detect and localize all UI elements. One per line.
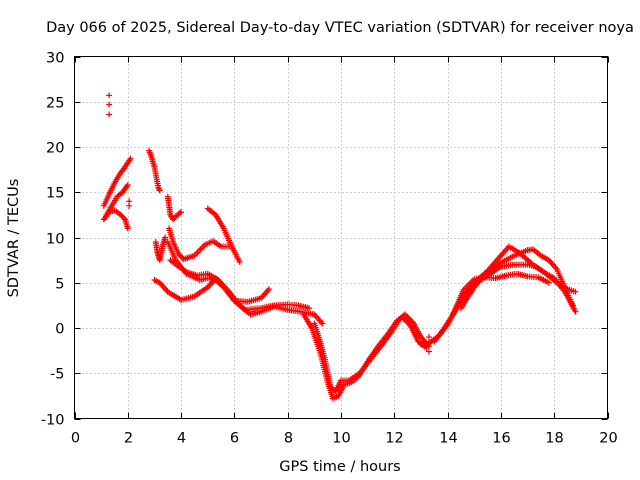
data-point — [306, 305, 313, 312]
y-tick-label: 15 — [46, 186, 64, 202]
x-tick-label: 4 — [177, 431, 186, 447]
data-point — [106, 101, 113, 108]
series-track-c — [103, 182, 131, 218]
x-tick-label: 18 — [545, 431, 563, 447]
data-point — [127, 155, 134, 162]
data-point — [545, 279, 552, 286]
data-point — [425, 334, 432, 341]
data-point — [425, 339, 432, 346]
x-tick-label: 6 — [230, 431, 239, 447]
series-track-i — [166, 225, 233, 263]
data-point — [266, 286, 273, 293]
data-point — [176, 252, 183, 259]
series-track-d — [146, 147, 163, 194]
grid-lines — [74, 56, 608, 419]
data-point — [175, 250, 182, 257]
y-tick-label: 20 — [46, 141, 64, 157]
y-tick-label: 10 — [46, 232, 64, 248]
data-point — [403, 312, 410, 319]
data-point — [124, 182, 131, 189]
data-point — [405, 315, 412, 322]
data-point — [171, 215, 178, 222]
y-axis-label: SDTVAR / TECUs — [6, 179, 22, 298]
x-tick-label: 14 — [439, 431, 457, 447]
data-point — [425, 348, 432, 355]
x-tick-label: 20 — [599, 431, 617, 447]
data-point — [118, 212, 125, 219]
data-point — [119, 213, 126, 220]
x-tick-label: 12 — [385, 431, 403, 447]
data-point — [156, 186, 163, 193]
series-track-a — [100, 155, 134, 209]
x-tick-label: 0 — [71, 431, 80, 447]
series-track-j — [204, 205, 243, 265]
data-point — [120, 215, 127, 222]
series-track-h — [164, 193, 185, 223]
x-axis-label: GPS time / hours — [279, 459, 400, 475]
y-tick-label: 5 — [55, 277, 64, 293]
series-outliers-a — [106, 92, 133, 209]
data-point — [106, 92, 113, 99]
data-point — [156, 187, 163, 194]
y-tick-label: 25 — [46, 96, 64, 112]
data-point — [404, 314, 411, 321]
data-point — [408, 318, 415, 325]
y-tick-label: 0 — [55, 322, 64, 338]
data-point — [407, 316, 414, 323]
data-point — [401, 316, 408, 323]
data-points — [100, 92, 579, 402]
y-tick-label: -10 — [41, 413, 65, 429]
x-tick-label: 8 — [284, 431, 293, 447]
x-tick-label: 10 — [332, 431, 350, 447]
data-point — [572, 308, 579, 315]
data-point — [176, 210, 183, 217]
data-point — [162, 234, 169, 241]
series-track-e — [151, 275, 273, 305]
data-point — [236, 258, 243, 265]
y-tick-labels: -10 -5 0 5 10 15 20 25 30 — [41, 51, 65, 429]
series-track-p — [457, 246, 576, 312]
series-outliers-b — [425, 334, 432, 355]
data-point — [106, 111, 113, 118]
data-point — [178, 253, 185, 260]
y-tick-label: -5 — [50, 367, 64, 383]
axis-ticks — [74, 56, 609, 420]
data-point — [124, 225, 131, 232]
data-point — [170, 216, 177, 223]
y-tick-label: 30 — [46, 51, 64, 67]
data-point — [404, 319, 411, 326]
data-point — [569, 302, 576, 309]
data-point — [178, 209, 185, 216]
data-point — [319, 320, 326, 327]
data-point — [116, 210, 123, 217]
x-tick-label: 16 — [492, 431, 510, 447]
series-track-b — [100, 207, 131, 232]
data-point — [401, 311, 408, 318]
series-track-k — [167, 257, 326, 327]
series-track-f — [152, 234, 169, 264]
x-tick-label: 2 — [124, 431, 133, 447]
data-point — [126, 202, 133, 209]
series-track-q — [449, 270, 552, 318]
data-point — [172, 213, 179, 220]
series-track-m — [311, 311, 432, 395]
series-track-l — [300, 311, 430, 402]
chart-title: Day 066 of 2025, Sidereal Day-to-day VTE… — [46, 20, 634, 36]
data-point — [155, 184, 162, 191]
x-tick-labels: 0 2 4 6 8 10 12 14 16 18 20 — [71, 431, 618, 447]
data-point — [572, 288, 579, 295]
data-point — [403, 318, 410, 325]
